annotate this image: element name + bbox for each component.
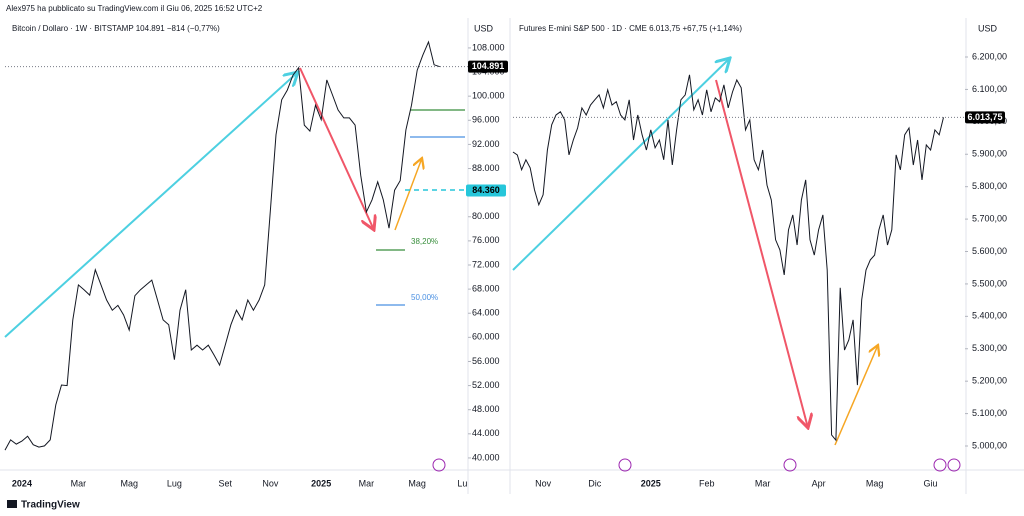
arrow — [834, 345, 878, 446]
y-tick-label: 48.000 — [472, 404, 500, 414]
y-tick-label: 80.000 — [472, 211, 500, 221]
y-tick-label: 76.000 — [472, 235, 500, 245]
chart-title: Futures E-mini S&P 500 · 1D · CME 6.013,… — [519, 24, 742, 33]
y-tick-label: 68.000 — [472, 283, 500, 293]
y-tick-label: 5.600,00 — [972, 246, 1007, 256]
arrow — [4, 72, 298, 338]
price-label-box — [466, 184, 506, 197]
arrow — [512, 58, 730, 271]
y-tick-label: 60.000 — [472, 332, 500, 342]
y-tick-label: 5.900,00 — [972, 149, 1007, 159]
y-tick-label: 72.000 — [472, 259, 500, 269]
header: Alex975 ha pubblicato su TradingView.com… — [6, 4, 263, 13]
x-tick-label: Giu — [924, 478, 938, 488]
x-tick-label: 2024 — [12, 478, 32, 488]
x-tick-label: 2025 — [311, 478, 331, 488]
x-tick-label: Mar — [755, 478, 771, 488]
y-tick-label: 5.700,00 — [972, 213, 1007, 223]
y-tick-label: 44.000 — [472, 428, 500, 438]
y-tick-label: 64.000 — [472, 308, 500, 318]
icon — [432, 458, 446, 472]
logo-mark — [7, 500, 17, 508]
icon — [933, 458, 947, 472]
axis-unit: USD — [474, 23, 494, 33]
y-tick-label: 5.200,00 — [972, 376, 1007, 386]
y-tick-label: 5.400,00 — [972, 311, 1007, 321]
x-tick-label: Nov — [535, 478, 552, 488]
x-tick-label: Mag — [120, 478, 138, 488]
x-tick-label: 2025 — [641, 478, 661, 488]
y-tick-label: 108.000 — [472, 42, 505, 52]
y-tick-label: 92.000 — [472, 139, 500, 149]
price-line — [4, 40, 440, 451]
y-tick-label: 6.100,00 — [972, 84, 1007, 94]
y-tick-label: 40.000 — [472, 452, 500, 462]
y-tick-label: 5.500,00 — [972, 278, 1007, 288]
x-tick-label: Apr — [812, 478, 826, 488]
x-tick-label: Dic — [588, 478, 601, 488]
logo — [7, 500, 17, 508]
x-tick-label: Feb — [699, 478, 715, 488]
price-label: 84.360 — [472, 185, 500, 195]
drawings — [4, 58, 878, 446]
y-tick-label: 100.000 — [472, 91, 505, 101]
x-tick-label: Lu — [457, 478, 467, 488]
price-label-box — [965, 111, 1005, 124]
price-label-box — [468, 60, 508, 73]
price-line — [512, 74, 944, 442]
axis-unit: USD — [978, 23, 998, 33]
footer: TradingView — [21, 500, 80, 511]
x-tick-label: Mar — [359, 478, 375, 488]
y-tick-label: 88.000 — [472, 163, 500, 173]
arrow — [715, 79, 808, 428]
icon — [947, 458, 961, 472]
chart-title: Bitcoin / Dollaro · 1W · BITSTAMP 104.89… — [12, 24, 220, 33]
y-tick-label: 5.100,00 — [972, 408, 1007, 418]
arrow — [394, 158, 422, 231]
y-tick-label: 96.000 — [472, 115, 500, 125]
y-tick-label: 5.000,00 — [972, 440, 1007, 450]
fib-label: 50,00% — [411, 293, 438, 302]
y-tick-label: 52.000 — [472, 380, 500, 390]
y-tick-label: 5.300,00 — [972, 343, 1007, 353]
event-icons — [432, 458, 961, 472]
x-tick-label: Mag — [408, 478, 426, 488]
fib-label: 38,20% — [411, 237, 438, 246]
icon — [783, 458, 797, 472]
y-tick-label: 5.800,00 — [972, 181, 1007, 191]
y-tick-label: 56.000 — [472, 356, 500, 366]
x-tick-label: Nov — [262, 478, 279, 488]
x-tick-label: Mar — [71, 478, 87, 488]
x-tick-label: Set — [218, 478, 232, 488]
x-tick-label: Mag — [866, 478, 884, 488]
price-label: 104.891 — [472, 61, 505, 71]
icon — [618, 458, 632, 472]
y-tick-label: 6.200,00 — [972, 51, 1007, 61]
x-tick-label: Lug — [167, 478, 182, 488]
arrow — [299, 67, 374, 230]
price-label: 6.013,75 — [967, 112, 1002, 122]
